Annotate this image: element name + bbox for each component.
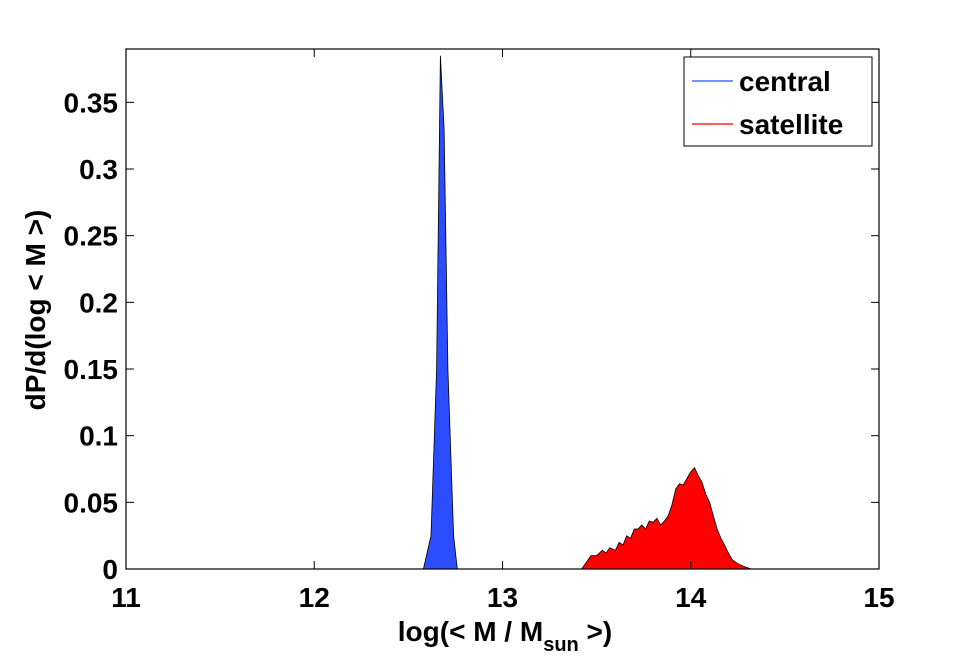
y-tick-label: 0 <box>102 554 118 585</box>
ticks-layer: 11 12 13 14 15 0 0.05 0.1 0.15 0.2 0.25 0.3 0.35 <box>64 49 895 613</box>
y-tick-label: 0.15 <box>64 354 119 385</box>
legend: central satellite <box>683 56 873 147</box>
legend-box <box>683 56 873 147</box>
series-area-central <box>422 55 458 570</box>
x-axis-label: log(< M / Msun >) <box>398 616 612 656</box>
y-tick-label: 0.35 <box>64 87 119 118</box>
x-tick-label: 12 <box>299 582 330 613</box>
series-layer <box>422 55 752 570</box>
x-axis-label-suffix: >) <box>579 616 612 647</box>
y-tick-label: 0.3 <box>79 154 118 185</box>
legend-label-satellite: satellite <box>739 109 843 140</box>
x-axis-label-prefix: log(< M / M <box>398 616 543 647</box>
series-area-satellite <box>580 466 752 570</box>
y-axis-label: dP/d(log < M >) <box>20 210 51 411</box>
x-tick-label: 11 <box>111 582 141 613</box>
y-tick-label: 0.1 <box>79 421 118 452</box>
x-axis-label-subscript: sun <box>543 634 579 656</box>
y-tick-label: 0.2 <box>79 287 118 318</box>
y-tick-label: 0.25 <box>64 221 119 252</box>
x-tick-label: 15 <box>863 582 894 613</box>
y-tick-label: 0.05 <box>64 487 119 518</box>
x-tick-label: 13 <box>487 582 518 613</box>
x-tick-label: 14 <box>675 582 707 613</box>
legend-label-central: central <box>739 66 831 97</box>
